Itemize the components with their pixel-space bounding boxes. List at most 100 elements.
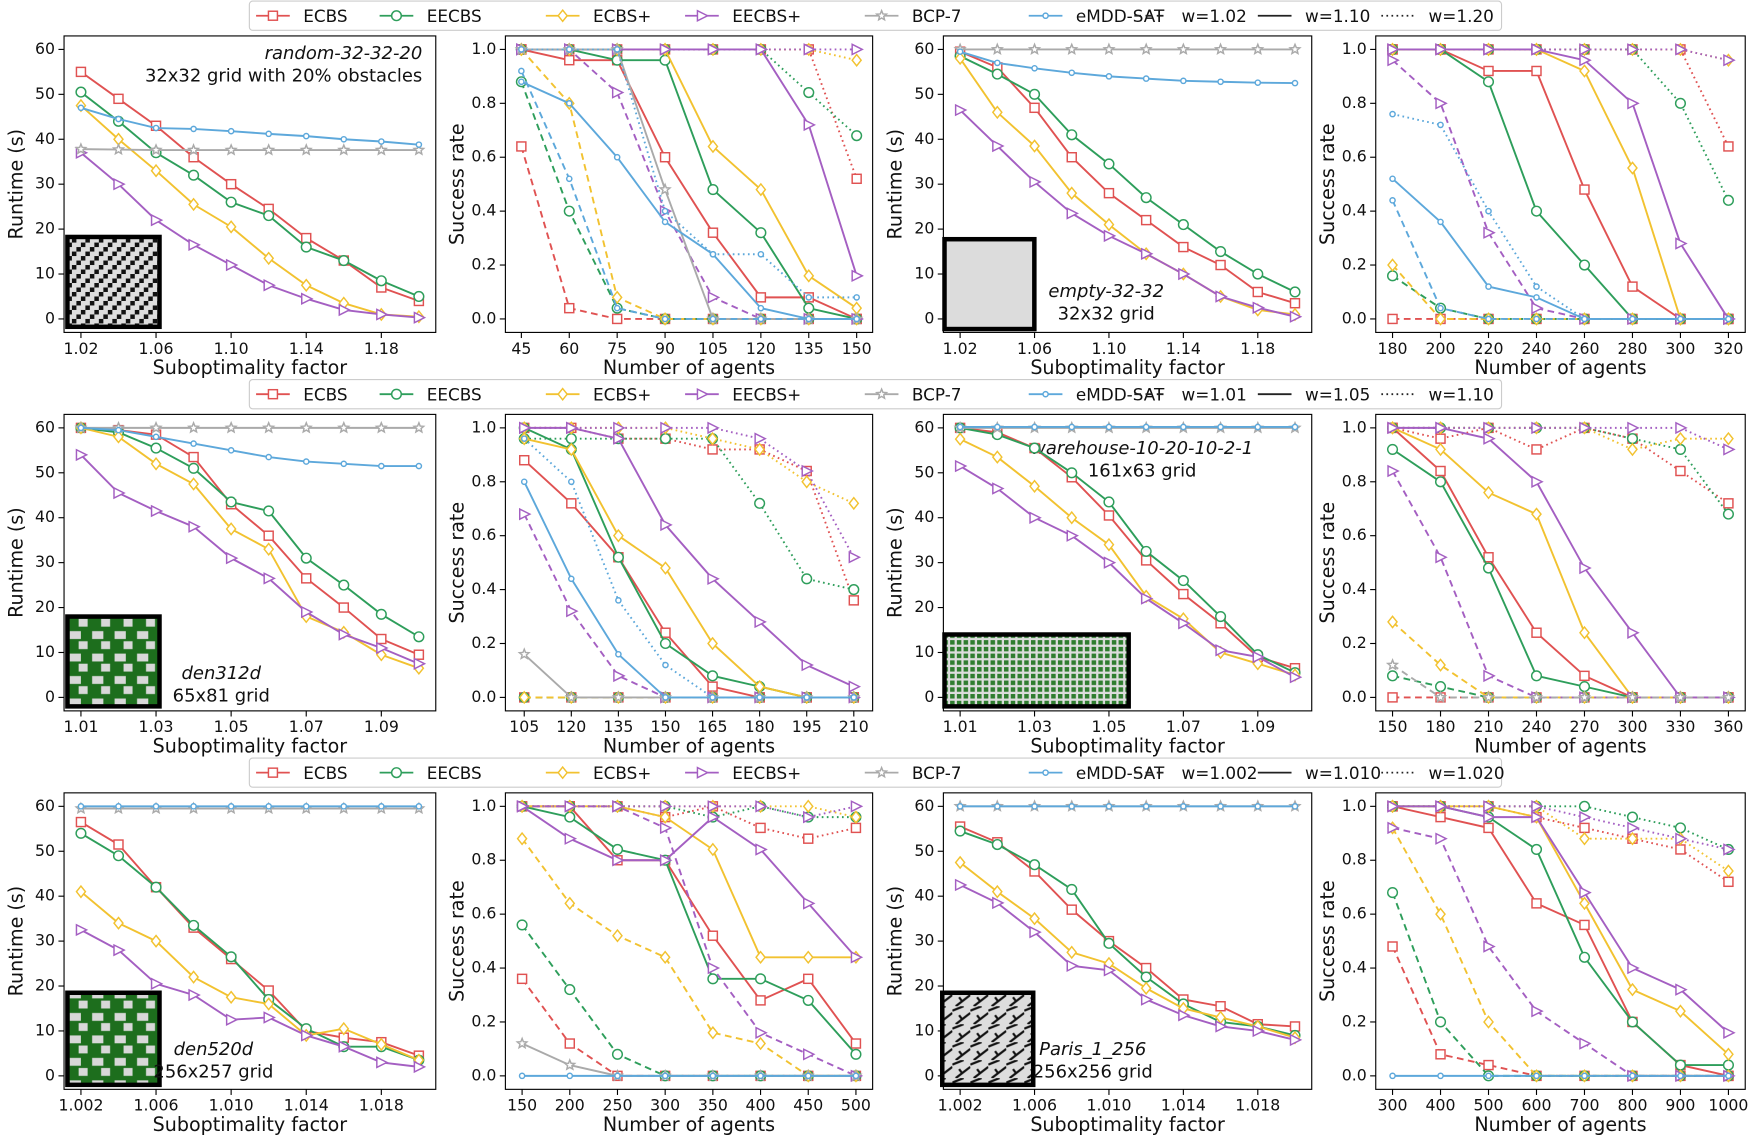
data-point [1483,43,1496,56]
data-point [563,205,575,217]
data-point [261,143,276,156]
data-point [413,649,425,660]
series-line [959,825,1296,1028]
data-point [1626,433,1639,445]
legend-marker [874,765,889,779]
data-point [1723,53,1736,67]
data-point [263,985,274,996]
data-point [520,435,528,442]
annotation: den312d [182,663,262,684]
data-point [707,930,719,941]
y-axis-label: Success rate [1316,880,1339,1002]
map-inset [942,632,1131,709]
y-tick-label: 0.4 [1342,958,1367,977]
annotation: 161x63 grid [1088,461,1197,482]
data-point [850,1038,862,1049]
data-point [1531,507,1542,521]
x-tick-label: 300 [650,1096,680,1115]
data-point [660,627,671,638]
data-point [376,1056,389,1069]
data-point [1627,97,1640,110]
data-point [956,423,964,431]
data-point [804,1072,812,1080]
data-point [188,462,200,474]
data-point [803,269,815,283]
data-point [611,86,625,99]
y-tick-label: 60 [35,39,55,58]
x-tick-label: 200 [555,1096,585,1115]
x-tick-label: 150 [507,1096,537,1115]
series-line [80,426,420,638]
x-tick-label: 1.018 [1235,1096,1280,1115]
data-point [1066,129,1078,141]
series-line [520,81,857,320]
data-point [853,315,860,323]
data-point [707,973,719,985]
data-point [152,124,160,132]
data-point [1483,822,1494,834]
data-point [707,431,718,446]
data-point [1140,971,1152,983]
data-point [1029,139,1040,153]
data-point [1102,42,1116,55]
y-tick-label: 30 [914,931,934,950]
data-point [661,1072,669,1080]
data-point [1531,1004,1544,1018]
data-point [227,447,235,454]
x-tick-label: 1.06 [139,339,174,358]
data-point [1577,690,1592,703]
data-point [1103,556,1117,569]
data-point [1723,498,1734,509]
data-point [518,67,525,75]
y-axis-label: Success rate [1316,123,1339,245]
map-inset [940,990,1036,1088]
x-tick-label: 1.01 [63,717,98,736]
series-line [80,832,420,1062]
data-point [1530,205,1543,217]
x-axis-label: Number of agents [1474,734,1646,757]
series-line [1392,426,1729,505]
data-point [225,551,239,565]
data-point [755,800,768,813]
legend-marker [557,8,569,23]
x-tick-label: 240 [1521,717,1551,736]
data-point [850,800,864,813]
data-point [337,420,351,434]
data-point [850,1048,862,1060]
data-point [659,433,672,445]
data-point [1434,1016,1447,1028]
data-point [77,424,85,432]
data-point [1386,670,1399,682]
data-point [954,855,966,870]
data-point [1105,423,1113,431]
series-line [521,48,857,299]
x-axis-label: Number of agents [603,356,775,379]
data-point [1579,43,1592,56]
data-point [1629,1072,1636,1080]
data-point [265,453,272,461]
data-point [301,232,312,244]
data-point [75,86,87,98]
data-point [1579,831,1590,846]
data-point [1674,822,1687,834]
data-point [803,86,815,99]
series-line [521,838,856,1077]
y-tick-label: 40 [35,886,55,905]
data-point [565,433,577,445]
data-point [1627,43,1640,56]
data-point [1579,896,1590,911]
data-point [1627,982,1638,997]
y-tick-label: 20 [914,976,934,995]
data-point [1675,1004,1686,1018]
data-point [991,838,1003,851]
data-point [518,78,525,86]
data-point [801,464,814,478]
y-tick-label: 30 [35,552,55,571]
x-axis-label: Suboptimality factor [153,356,348,379]
data-point [1389,1072,1396,1080]
x-tick-label: 210 [839,717,869,736]
legend-label: w=1.020 [1429,763,1505,783]
x-tick-label: 450 [793,1096,823,1115]
data-point [954,825,966,837]
